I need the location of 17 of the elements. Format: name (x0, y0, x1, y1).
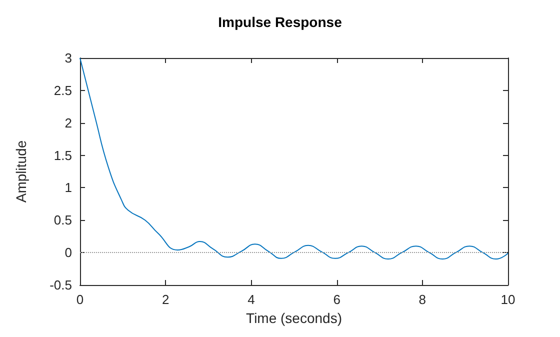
y-tick-label: 1.5 (54, 148, 72, 163)
y-tick-label: 0.5 (54, 212, 72, 228)
x-tick-label: 10 (500, 292, 516, 307)
y-axis-title: Amplitude (13, 140, 29, 203)
x-axis-title: Time (seconds) (246, 310, 342, 326)
y-tick-label: 1 (64, 180, 72, 196)
y-tick-label: 2 (64, 115, 72, 130)
x-tick-label: 4 (248, 292, 255, 307)
y-tick-label: 3 (64, 50, 72, 66)
x-tick-label: 6 (333, 292, 340, 307)
x-tick-label: 0 (76, 292, 84, 307)
y-tick-label: -0.5 (50, 278, 72, 292)
x-tick-label: 8 (418, 292, 426, 307)
y-tick-label: 0 (64, 245, 72, 260)
y-tick-label: 2.5 (54, 82, 72, 98)
chart-title: Impulse Response (218, 14, 342, 30)
x-tick-label: 2 (162, 292, 170, 307)
